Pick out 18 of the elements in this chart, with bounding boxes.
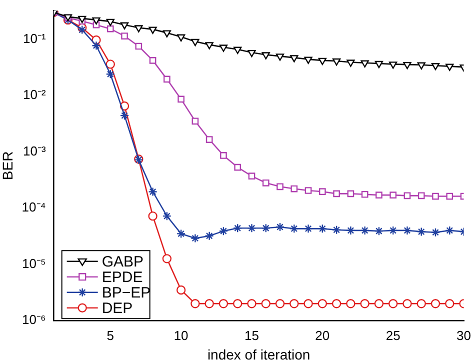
y-tick-label: 10⁻¹	[23, 30, 47, 46]
legend-label: EPDE	[102, 268, 143, 286]
legend-label: BP−EP	[102, 284, 151, 302]
x-tick-label: 30	[456, 328, 472, 343]
y-axis-title: BER	[0, 151, 16, 180]
x-axis-title: index of iteration	[207, 346, 310, 362]
x-tick-label: 10	[174, 328, 188, 343]
x-tick-label: 25	[386, 328, 400, 343]
y-tick-label: 10⁻²	[23, 87, 47, 102]
y-tick-label: 10⁻⁴	[22, 200, 46, 215]
x-tick-label: 20	[315, 328, 330, 343]
x-tick-label: 5	[106, 328, 114, 343]
legend-label: DEP	[102, 300, 133, 317]
x-tick-label: 15	[244, 328, 259, 343]
y-tick-label: 10⁻⁵	[22, 256, 46, 271]
legend-label: GABP	[102, 253, 144, 270]
y-tick-label: 10⁻³	[23, 143, 47, 158]
y-tick-label: 10⁻⁶	[22, 312, 46, 328]
